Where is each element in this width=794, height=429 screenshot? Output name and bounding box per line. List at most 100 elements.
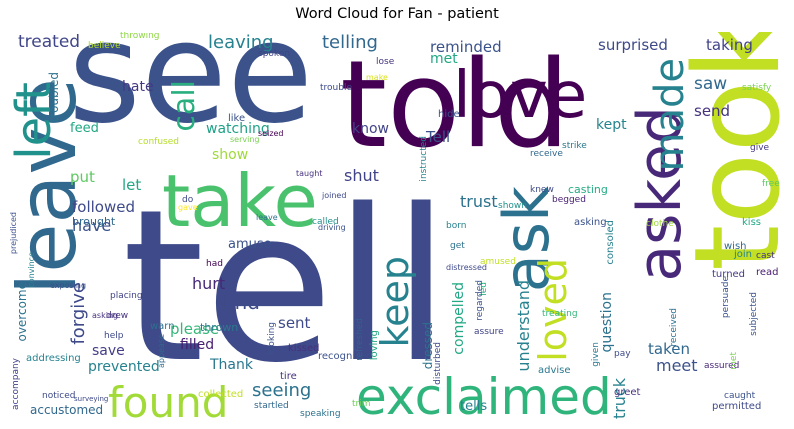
cloud-word: take <box>162 159 318 243</box>
cloud-word: sent <box>278 314 311 332</box>
cloud-word: consoled <box>605 220 616 265</box>
cloud-word: made <box>647 58 693 172</box>
cloud-word: distressed <box>446 263 487 272</box>
cloud-word: thrown <box>200 321 239 334</box>
cloud-word: exclaimed <box>356 368 612 419</box>
cloud-word: told <box>340 36 570 175</box>
cloud-word: serving <box>230 135 260 144</box>
cloud-word: compelled <box>451 282 467 355</box>
cloud-word: taught <box>296 169 323 178</box>
cloud-word: like <box>228 113 246 124</box>
cloud-word: tell <box>122 164 451 409</box>
cloud-word: speaking <box>300 409 341 419</box>
cloud-word: caught <box>724 391 756 401</box>
cloud-word: save <box>92 343 125 359</box>
cloud-word: troubled <box>47 72 61 123</box>
cloud-word: strike <box>562 141 587 151</box>
cloud-word: make <box>366 73 388 82</box>
cloud-word: amuse <box>228 237 272 252</box>
cloud-word: treated <box>18 32 81 52</box>
cloud-word: forgive <box>68 282 89 345</box>
cloud-word: kissed <box>288 343 320 354</box>
cloud-word: kiss <box>742 217 761 228</box>
cloud-word: subjected <box>749 292 759 336</box>
cloud-word: trim <box>352 399 371 409</box>
cloud-word: surprised <box>598 36 668 54</box>
cloud-word: appease <box>157 334 166 368</box>
cloud-word: assured <box>704 361 740 371</box>
cloud-word: turned <box>712 269 746 280</box>
cloud-word: had <box>206 259 223 269</box>
cloud-word: trust <box>460 192 498 211</box>
cloud-word: warn <box>150 321 175 332</box>
cloud-word: seeing <box>252 380 312 401</box>
cloud-word: overcome <box>15 282 29 342</box>
cloud-word: send <box>694 102 731 120</box>
cloud-word: addressing <box>26 353 81 364</box>
cloud-word: receive <box>530 149 563 159</box>
cloud-word: assure <box>474 327 504 337</box>
cloud-word: shown <box>498 201 527 211</box>
cloud-word: advise <box>538 365 571 376</box>
cloud-word: give <box>750 143 770 153</box>
cloud-word: placing <box>110 291 143 301</box>
cloud-word: asking <box>92 311 119 320</box>
cloud-word: prevented <box>88 359 160 375</box>
cloud-word: hate <box>122 79 154 95</box>
cloud-word: meet <box>656 356 698 375</box>
cloud-word: asking <box>574 217 607 228</box>
cloud-word: joined <box>322 191 347 200</box>
cloud-word: received <box>669 308 679 347</box>
cloud-word: have <box>72 216 112 235</box>
cloud-word: shut <box>344 166 379 185</box>
cloud-word: satisfy <box>742 83 772 93</box>
cloud-word: leaving <box>208 32 274 53</box>
cloud-word: trouble <box>320 83 352 93</box>
cloud-word: clothe <box>646 219 674 229</box>
cloud-word: knew <box>530 185 554 195</box>
cloud-word: throwing <box>120 32 160 41</box>
cloud-word: instructed <box>419 136 429 182</box>
cloud-word: confused <box>138 137 179 147</box>
cloud-word: telling <box>322 32 378 53</box>
cloud-word: hurt <box>192 274 226 293</box>
cloud-word: recognised <box>318 351 373 362</box>
cloud-word: get <box>450 241 465 251</box>
cloud-word: collected <box>198 389 244 400</box>
cloud-word: persuade <box>721 276 731 319</box>
cloud-word: keep <box>373 256 417 348</box>
cloud-word: casting <box>568 183 608 196</box>
word-cloud: tell see told took take leave love ask asked excl… <box>10 32 784 419</box>
cloud-word: greet <box>614 387 641 398</box>
cloud-word: put <box>70 168 95 186</box>
cloud-word: met <box>430 51 458 67</box>
cloud-word: question <box>599 292 615 353</box>
cloud-word: Tell <box>426 128 451 146</box>
cloud-word: help <box>104 331 124 341</box>
cloud-word: born <box>446 221 467 231</box>
cloud-word: watching <box>206 121 270 137</box>
cloud-word: met <box>729 352 739 370</box>
cloud-word: feed <box>70 121 99 136</box>
cloud-word: looking <box>267 322 277 355</box>
cloud-word: lose <box>376 57 395 67</box>
cloud-word: tire <box>280 371 297 382</box>
cloud-word: refreshed <box>355 318 365 361</box>
cloud-word: found <box>108 378 229 420</box>
cloud-word: understand <box>514 280 533 372</box>
cloud-word: called <box>312 217 339 227</box>
cloud-word: show <box>212 147 249 163</box>
cloud-word: join <box>734 249 753 260</box>
cloud-word: accustomed <box>30 403 104 417</box>
chart-title: Word Cloud for Fan - patient <box>295 6 499 22</box>
cloud-word: spoken <box>258 49 291 59</box>
cloud-word: find <box>222 290 260 314</box>
cloud-word: drew <box>106 311 129 321</box>
cloud-word: surveying <box>74 395 109 403</box>
cloud-word: convince <box>27 252 36 288</box>
cloud-word: driving <box>318 223 346 232</box>
cloud-word: Thank <box>210 357 253 373</box>
cloud-word: pay <box>614 349 631 359</box>
cloud-word: taken <box>648 340 690 358</box>
cloud-word: cast <box>756 251 775 261</box>
